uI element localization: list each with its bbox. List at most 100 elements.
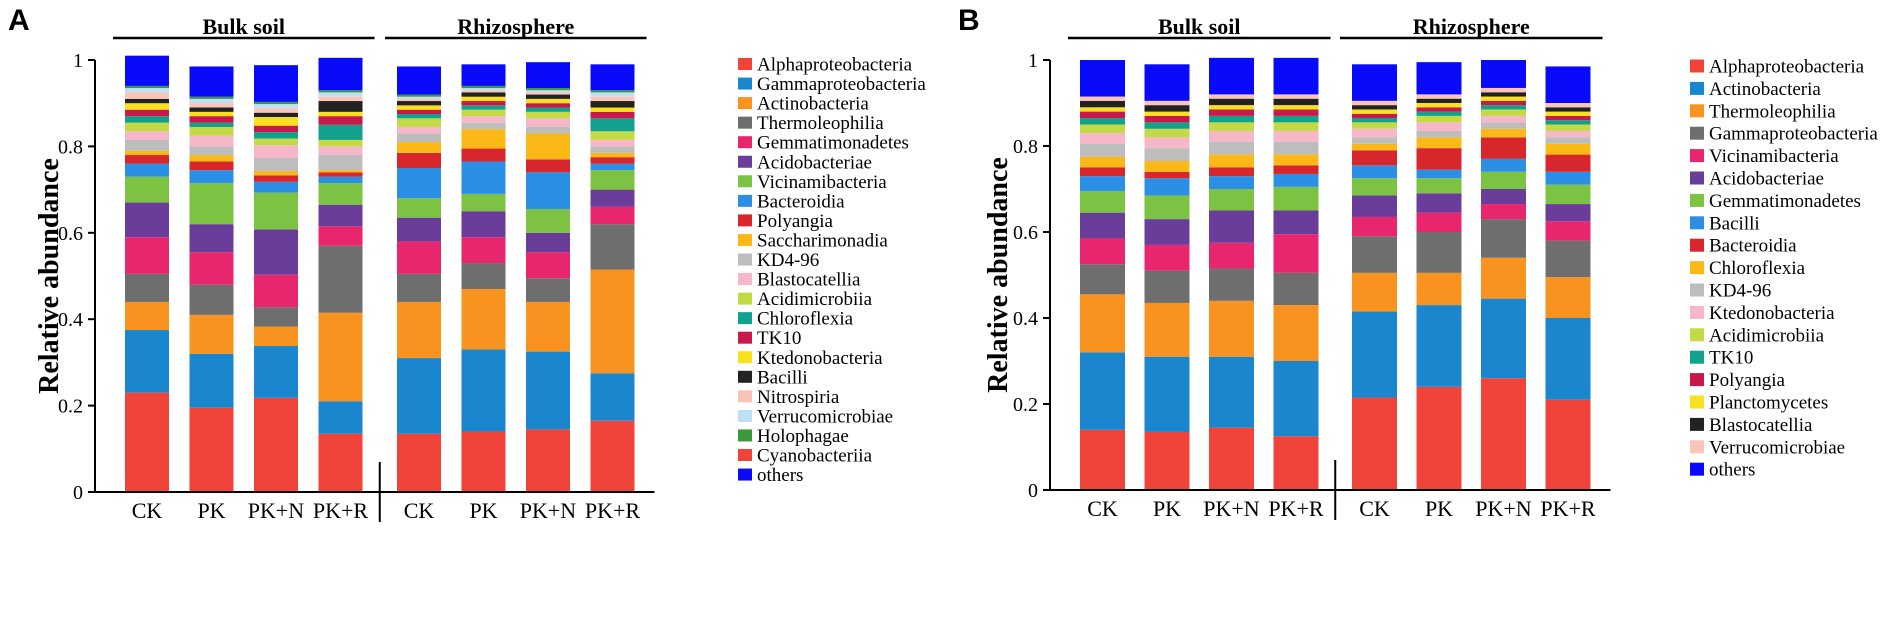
bar-segment-kd4-96-1 — [1080, 143, 1125, 157]
bar-segment-actinobacteria-8 — [1545, 318, 1591, 400]
bar-segment-acidimicrobiia-5 — [1352, 122, 1397, 129]
bar-segment-gemmatimonadetes-7 — [526, 252, 570, 279]
legend-swatch — [738, 468, 752, 481]
bar-segment-polyangia-5 — [397, 152, 441, 168]
legend-label: Actinobacteria — [1709, 79, 1821, 100]
bar-segment-polyangia-6 — [461, 148, 506, 162]
bar-segment-kd4-96-5 — [1352, 137, 1397, 144]
legend-swatch — [738, 409, 752, 422]
bar-segment-thermoleophilia-8 — [1545, 277, 1591, 318]
bar-segment-acidobacteriae-6 — [1416, 193, 1462, 213]
bar-segment-gammaproteobacteria-4 — [318, 401, 363, 434]
bar-segment-actinobacteria-3 — [254, 326, 298, 346]
bar-segment-actinobacteria-3 — [1209, 356, 1254, 428]
legend-swatch — [738, 155, 752, 168]
bar-segment-alphaproteobacteria-2 — [1144, 431, 1190, 490]
legend-label: Gammaproteobacteria — [1709, 124, 1878, 145]
bar-segment-gammaproteobacteria-2 — [189, 353, 234, 408]
x-tick-label: PK — [469, 498, 497, 523]
y-tick-label: 0.4 — [1013, 308, 1038, 330]
legend-swatch — [1690, 350, 1704, 364]
bar-segment-verrucomicrobiae-2 — [1144, 100, 1190, 106]
bar-segment-ktedonobacteria-2 — [1144, 137, 1190, 149]
legend-label: Chloroflexia — [757, 309, 854, 330]
group-title: Bulk soil — [1158, 14, 1241, 39]
bar-segment-ktedonobacteria-3 — [1209, 130, 1254, 142]
bar-segment-planctomycetes-5 — [1352, 109, 1397, 114]
bar-segment-tk10-3 — [254, 125, 298, 133]
legend-swatch — [1690, 261, 1704, 275]
bar-segment-acidobacteriae-5 — [1352, 195, 1397, 217]
bar-segment-verrucomicrobiae-1 — [1080, 96, 1125, 101]
legend-label: Gammaproteobacteria — [757, 74, 926, 95]
legend-label: Polyangia — [1709, 370, 1786, 391]
bar-segment-gammaproteobacteria-7 — [1481, 219, 1526, 258]
bar-segment-verrucomicrobiae-8 — [1545, 103, 1591, 108]
bar-segment-bacilli-7 — [1481, 158, 1526, 172]
legend-swatch — [738, 194, 752, 207]
bar-segment-ktedonobacteria-1 — [125, 103, 169, 110]
legend-swatch — [1690, 59, 1704, 73]
bar-segment-tk10-6 — [461, 101, 506, 106]
bar-segment-blastocatellia-6 — [1416, 98, 1462, 103]
legend-swatch — [738, 136, 752, 149]
bar-segment-others-3 — [1209, 57, 1254, 95]
bar-segment-kd4-96-3 — [1209, 141, 1254, 155]
bar-segment-polyangia-3 — [1209, 109, 1254, 116]
bar-segment-blastocatellia-2 — [1144, 105, 1190, 112]
bar-segment-chloroflexia-6 — [1416, 137, 1462, 149]
bar-segment-bacteroidia-2 — [1144, 171, 1190, 179]
bar-segment-ktedonobacteria-7 — [526, 98, 570, 104]
bar-segment-vicinamibacteria-2 — [1144, 244, 1190, 271]
bar-segment-acidimicrobiia-4 — [1273, 122, 1319, 131]
bar-segment-alphaproteobacteria-5 — [397, 433, 441, 492]
x-tick-label: PK — [1153, 496, 1181, 521]
bar-segment-verrucomicrobiae-6 — [461, 88, 506, 91]
bar-segment-acidimicrobiia-4 — [318, 139, 363, 147]
bar-segment-nitrospiria-8 — [590, 96, 635, 102]
legend-swatch — [1690, 81, 1704, 95]
x-tick-label: PK — [197, 498, 225, 523]
x-tick-label: PK+N — [248, 498, 305, 523]
bar-segment-chloroflexia-5 — [1352, 143, 1397, 151]
bar-segment-thermoleophilia-4 — [1273, 305, 1319, 361]
bar-segment-vicinamibacteria-5 — [397, 198, 441, 218]
legend-label: Ktedonobacteria — [1709, 303, 1835, 324]
bar-segment-alphaproteobacteria-8 — [1545, 399, 1591, 490]
legend-label: Actinobacteria — [757, 94, 869, 115]
bar-segment-acidimicrobiia-1 — [125, 122, 169, 132]
bar-segment-tk10-1 — [125, 109, 169, 117]
bar-segment-acidobacteriae-2 — [1144, 219, 1190, 245]
bar-segment-verrucomicrobiae-6 — [1416, 94, 1462, 99]
bar-segment-chloroflexia-4 — [1273, 154, 1319, 166]
legend-swatch — [738, 214, 752, 227]
bar-segment-ktedonobacteria-4 — [1273, 130, 1319, 142]
bar-segment-ktedonobacteria-7 — [1481, 115, 1526, 123]
bar-segment-acidimicrobiia-5 — [397, 118, 441, 127]
x-tick-label: CK — [1359, 496, 1390, 521]
x-tick-label: PK — [1425, 496, 1453, 521]
x-tick-label: PK+N — [1203, 496, 1260, 521]
legend-swatch — [1690, 283, 1704, 297]
bar-segment-blastocatellia-1 — [1080, 100, 1125, 108]
bar-segment-actinobacteria-2 — [1144, 356, 1190, 432]
bar-segment-chloroflexia-3 — [254, 132, 298, 139]
bar-segment-alphaproteobacteria-8 — [590, 420, 635, 492]
bar-segment-chloroflexia-5 — [397, 114, 441, 119]
bar-segment-thermoleophilia-1 — [125, 273, 169, 302]
bar-segment-bacteroidia-3 — [1209, 167, 1254, 177]
bar-segment-acidimicrobiia-1 — [1080, 124, 1125, 134]
bar-segment-saccharimonadia-2 — [189, 155, 234, 162]
bar-segment-bacilli-3 — [254, 112, 298, 118]
legend-swatch — [738, 77, 752, 90]
bar-segment-vicinamibacteria-6 — [461, 193, 506, 212]
bar-segment-gemmatimonadetes-6 — [1416, 178, 1462, 194]
bar-segment-bacteroidia-6 — [1416, 148, 1462, 170]
bar-segment-chloroflexia-2 — [189, 122, 234, 127]
bar-segment-ktedonobacteria-4 — [318, 111, 363, 117]
bar-segment-ktedonobacteria-5 — [1352, 128, 1397, 138]
bar-segment-polyangia-1 — [125, 155, 169, 164]
bar-segment-blastocatellia-3 — [1209, 98, 1254, 106]
bar-segment-saccharimonadia-6 — [461, 129, 506, 149]
y-tick-label: 0.6 — [58, 223, 83, 245]
